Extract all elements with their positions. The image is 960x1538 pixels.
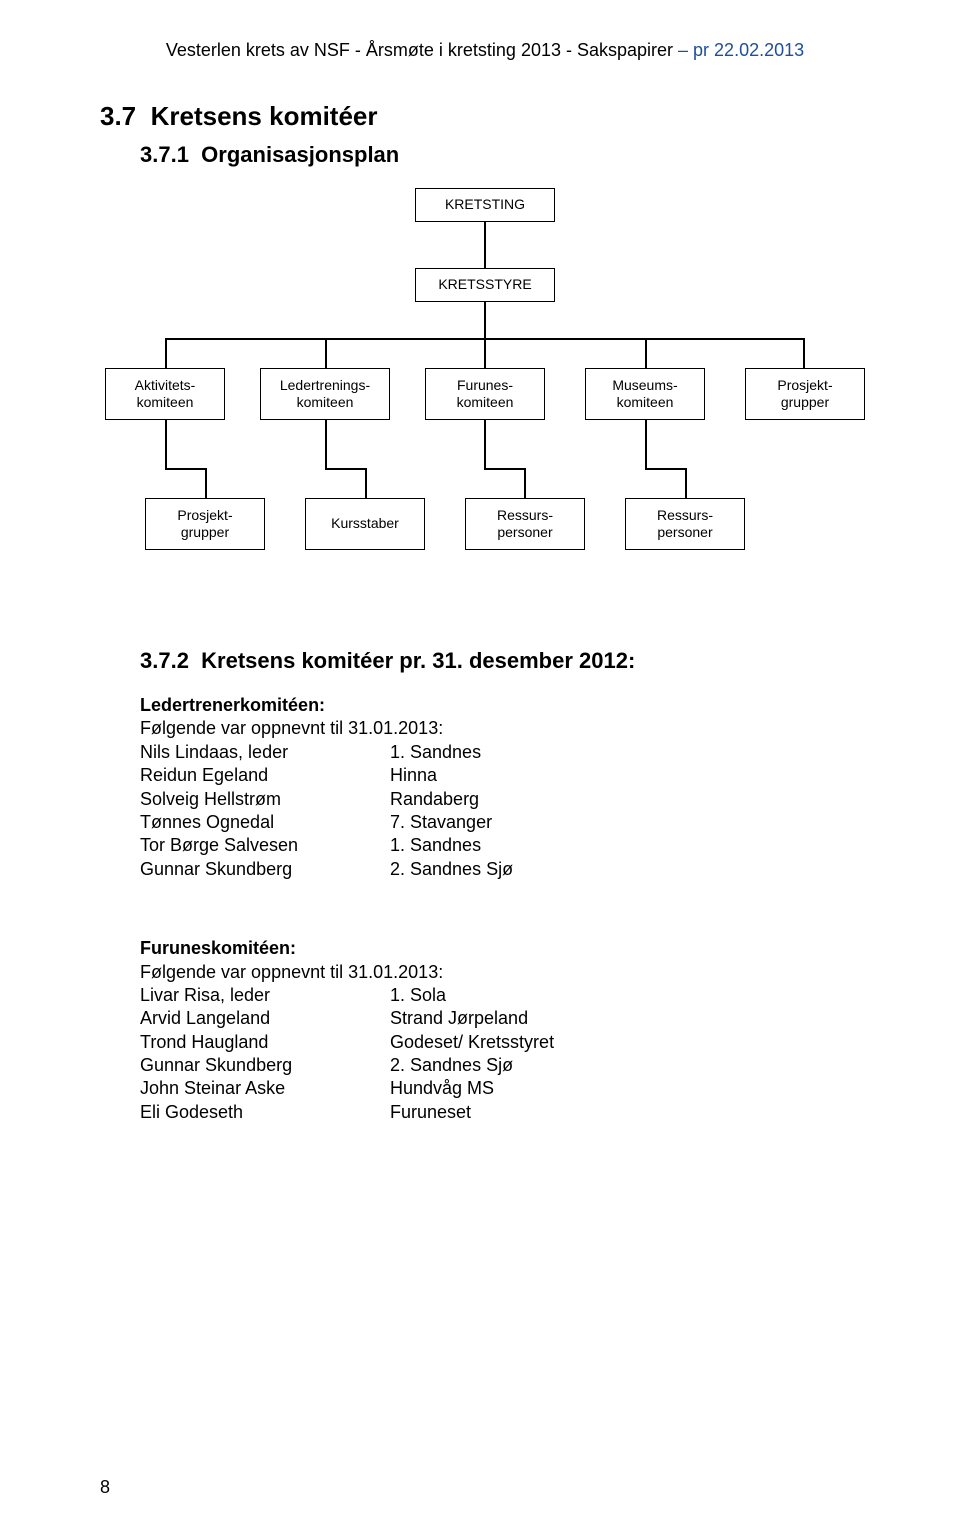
- list-item: Randaberg: [390, 788, 870, 811]
- org-node-museums: Museums- komiteen: [585, 368, 705, 420]
- komite2-title: Furuneskomitéen:: [140, 937, 870, 960]
- list-item: Gunnar Skundberg: [140, 1054, 390, 1077]
- org-connector: [645, 420, 647, 468]
- list-item: Solveig Hellstrøm: [140, 788, 390, 811]
- org-connector: [325, 338, 327, 368]
- komite-block-1: Ledertrenerkomitéen: Følgende var oppnev…: [140, 694, 870, 881]
- org-connector: [484, 420, 486, 468]
- org-connector: [645, 338, 647, 368]
- org-chart: KRETSTING KRETSSTYRE Aktivitets- komitee…: [105, 188, 865, 618]
- org-connector: [484, 468, 524, 470]
- list-item: Hundvåg MS: [390, 1077, 870, 1100]
- org-node-ledertrenings: Ledertrenings- komiteen: [260, 368, 390, 420]
- komite1-intro: Følgende var oppnevnt til 31.01.2013:: [140, 717, 870, 740]
- list-item: Eli Godeseth: [140, 1101, 390, 1124]
- header-text-blue: – pr 22.02.2013: [678, 40, 804, 60]
- list-item: John Steinar Aske: [140, 1077, 390, 1100]
- org-connector: [325, 468, 365, 470]
- list-item: Godeset/ Kretsstyret: [390, 1031, 870, 1054]
- subsection-heading-1: 3.7.1 Organisasjonsplan: [140, 142, 870, 168]
- org-connector: [645, 468, 685, 470]
- org-connector: [165, 468, 205, 470]
- list-item: 2. Sandnes Sjø: [390, 858, 870, 881]
- list-item: Nils Lindaas, leder: [140, 741, 390, 764]
- list-item: Tor Børge Salvesen: [140, 834, 390, 857]
- org-connector: [165, 420, 167, 468]
- list-item: Arvid Langeland: [140, 1007, 390, 1030]
- org-node-ressurspersoner-2: Ressurs- personer: [625, 498, 745, 550]
- sub2-num: 3.7.2: [140, 648, 189, 673]
- list-item: 1. Sandnes: [390, 834, 870, 857]
- list-item: Tønnes Ognedal: [140, 811, 390, 834]
- org-connector: [803, 338, 805, 368]
- list-item: Reidun Egeland: [140, 764, 390, 787]
- list-item: Hinna: [390, 764, 870, 787]
- list-item: 1. Sandnes: [390, 741, 870, 764]
- org-node-aktivitets: Aktivitets- komiteen: [105, 368, 225, 420]
- org-node-kretsting: KRETSTING: [415, 188, 555, 222]
- subsection-heading-2: 3.7.2 Kretsens komitéer pr. 31. desember…: [140, 648, 870, 674]
- sub2-title: Kretsens komitéer pr. 31. desember 2012:: [201, 648, 635, 673]
- list-item: 7. Stavanger: [390, 811, 870, 834]
- org-node-kursstaber: Kursstaber: [305, 498, 425, 550]
- org-connector: [365, 468, 367, 498]
- org-connector: [524, 468, 526, 498]
- list-item: Gunnar Skundberg: [140, 858, 390, 881]
- org-connector: [205, 468, 207, 498]
- org-node-kretsstyre: KRETSSTYRE: [415, 268, 555, 302]
- section-heading: 3.7 Kretsens komitéer: [100, 101, 870, 132]
- list-item: 2. Sandnes Sjø: [390, 1054, 870, 1077]
- org-node-prosjekt-grupper-1: Prosjekt- grupper: [745, 368, 865, 420]
- org-connector: [484, 222, 486, 268]
- list-item: 1. Sola: [390, 984, 870, 1007]
- header-text-black: Vesterlen krets av NSF - Årsmøte i krets…: [166, 40, 678, 60]
- org-connector: [685, 468, 687, 498]
- org-node-furunes: Furunes- komiteen: [425, 368, 545, 420]
- org-connector: [165, 338, 167, 368]
- section-num: 3.7: [100, 101, 136, 131]
- org-node-ressurspersoner-1: Ressurs- personer: [465, 498, 585, 550]
- page-header: Vesterlen krets av NSF - Årsmøte i krets…: [100, 40, 870, 61]
- komite2-intro: Følgende var oppnevnt til 31.01.2013:: [140, 961, 870, 984]
- page-number: 8: [100, 1477, 110, 1498]
- komite2-list: Livar Risa, leder Arvid Langeland Trond …: [140, 984, 870, 1124]
- sub1-num: 3.7.1: [140, 142, 189, 167]
- org-node-prosjekt-grupper-2: Prosjekt- grupper: [145, 498, 265, 550]
- komite-block-2: Furuneskomitéen: Følgende var oppnevnt t…: [140, 937, 870, 1124]
- org-connector: [484, 302, 486, 338]
- org-connector: [484, 338, 486, 368]
- list-item: Furuneset: [390, 1101, 870, 1124]
- komite1-list: Nils Lindaas, leder Reidun Egeland Solve…: [140, 741, 870, 881]
- list-item: Trond Haugland: [140, 1031, 390, 1054]
- list-item: Livar Risa, leder: [140, 984, 390, 1007]
- org-connector: [325, 420, 327, 468]
- list-item: Strand Jørpeland: [390, 1007, 870, 1030]
- sub1-title: Organisasjonsplan: [201, 142, 399, 167]
- komite1-title: Ledertrenerkomitéen:: [140, 694, 870, 717]
- document-page: Vesterlen krets av NSF - Årsmøte i krets…: [0, 0, 960, 1538]
- section-title: Kretsens komitéer: [151, 101, 378, 131]
